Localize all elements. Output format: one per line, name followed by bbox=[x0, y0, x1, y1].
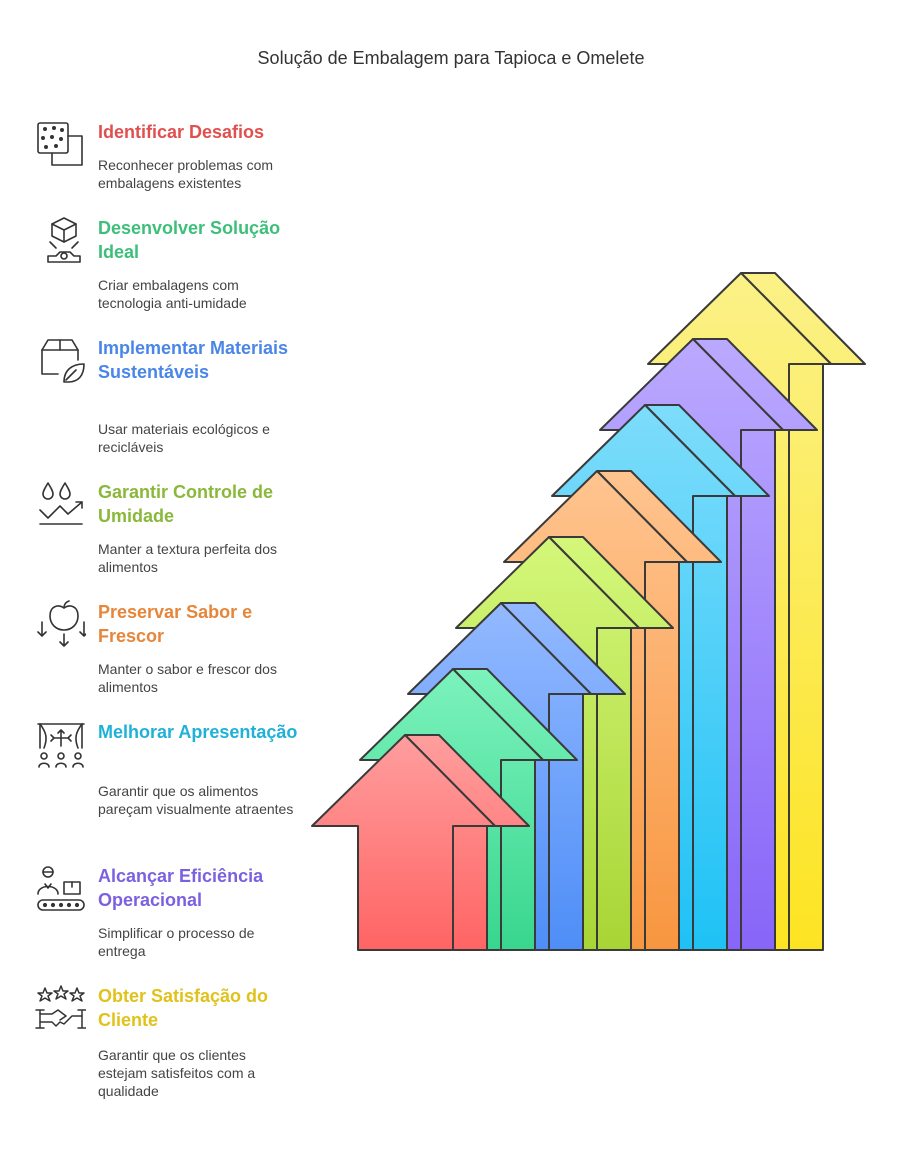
box-leaf-icon bbox=[34, 336, 86, 386]
droplets-trend-icon bbox=[34, 480, 86, 530]
apple-arrows-icon bbox=[34, 600, 86, 650]
cube-on-hand-icon bbox=[34, 216, 86, 266]
step-satisfacao-cliente: Obter Satisfação do Cliente Garantir que… bbox=[30, 984, 300, 1108]
stage-audience-icon bbox=[34, 720, 86, 770]
step-description: Manter a textura perfeita dos alimentos bbox=[98, 541, 277, 575]
step-heading: Preservar Sabor e Frescor bbox=[98, 602, 253, 646]
arrow-staircase-diagram bbox=[311, 272, 866, 951]
step-identificar-desafios: Identificar Desafios Reconhecer problema… bbox=[30, 120, 300, 200]
arrow-front-face bbox=[311, 734, 496, 951]
step-description: Garantir que os alimentos pareçam visual… bbox=[98, 783, 294, 817]
step-melhorar-apresentacao: Melhorar Apresentação Garantir que os al… bbox=[30, 720, 300, 840]
arrow-identificar bbox=[311, 734, 530, 951]
step-implementar-materiais: Implementar Materiais Sustentáveis Usar … bbox=[30, 336, 300, 460]
worker-conveyor-icon bbox=[34, 864, 86, 914]
step-desenvolver-solucao: Desenvolver Solução Ideal Criar embalage… bbox=[30, 216, 300, 316]
step-description: Usar materiais ecológicos e recicláveis bbox=[98, 421, 270, 455]
step-heading: Garantir Controle de Umidade bbox=[98, 482, 274, 526]
step-heading: Obter Satisfação do Cliente bbox=[98, 986, 269, 1030]
dotted-squares-icon bbox=[34, 120, 86, 170]
step-heading: Identificar Desafios bbox=[98, 122, 265, 142]
step-description: Manter o sabor e frescor dos alimentos bbox=[98, 661, 277, 695]
step-heading: Implementar Materiais Sustentáveis bbox=[98, 338, 289, 382]
step-controle-umidade: Garantir Controle de Umidade Manter a te… bbox=[30, 480, 300, 580]
step-description: Criar embalagens com tecnologia anti-umi… bbox=[98, 277, 247, 311]
step-heading: Desenvolver Solução Ideal bbox=[98, 218, 281, 262]
step-heading: Melhorar Apresentação bbox=[98, 722, 298, 742]
stars-handshake-icon bbox=[34, 984, 86, 1034]
step-preservar-sabor: Preservar Sabor e Frescor Manter o sabor… bbox=[30, 600, 300, 700]
step-heading: Alcançar Eficiência Operacional bbox=[98, 866, 264, 910]
step-eficiencia-operacional: Alcançar Eficiência Operacional Simplifi… bbox=[30, 864, 300, 964]
step-description: Garantir que os clientes estejam satisfe… bbox=[98, 1047, 256, 1099]
page-title: Solução de Embalagem para Tapioca e Omel… bbox=[257, 48, 645, 68]
step-description: Simplificar o processo de entrega bbox=[98, 925, 255, 959]
step-description: Reconhecer problemas com embalagens exis… bbox=[98, 157, 274, 191]
